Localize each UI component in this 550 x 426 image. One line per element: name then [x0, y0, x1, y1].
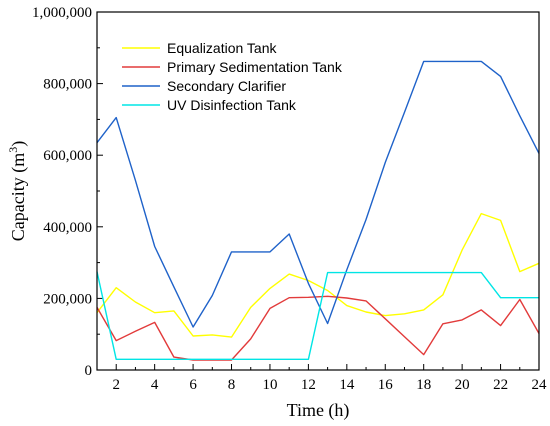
y-tick-label: 600,000 — [43, 148, 92, 164]
x-tick-label: 18 — [416, 377, 431, 393]
y-axis-title-close: ) — [8, 141, 29, 147]
series-layer — [96, 60, 540, 361]
series-line-primary-sedimentation-tank — [96, 295, 540, 361]
x-tick-label: 4 — [151, 377, 159, 393]
y-tick-label: 200,000 — [43, 291, 92, 307]
legend-label-equalization-tank: Equalization Tank — [167, 40, 277, 56]
x-tick-label: 2 — [112, 377, 120, 393]
plot-frame — [96, 11, 540, 371]
x-tick-label: 8 — [228, 377, 236, 393]
x-tick-label: 24 — [532, 377, 548, 393]
x-axis-title: Time (h) — [287, 400, 350, 421]
y-tick-label: 800,000 — [43, 77, 92, 93]
legend: Equalization Tank Primary Sedimentation T… — [122, 40, 343, 113]
y-tick-label: 400,000 — [43, 220, 92, 236]
x-tick-label: 22 — [493, 377, 508, 393]
series-line-secondary-clarifier — [96, 60, 540, 328]
x-tick-label: 6 — [189, 377, 197, 393]
series-line-equalization-tank — [96, 212, 540, 338]
y-tick-label: 0 — [85, 363, 93, 379]
y-axis-title: Capacity (m3) — [6, 141, 29, 241]
legend-label-secondary-clarifier: Secondary Clarifier — [167, 78, 286, 94]
y-axis-title-superscript: 3 — [6, 147, 20, 153]
x-tick-label: 16 — [378, 377, 394, 393]
x-tick-label: 10 — [262, 377, 277, 393]
y-tick-label: 1,000,000 — [32, 5, 92, 21]
series-line-uv-disinfection-tank — [96, 271, 539, 360]
legend-label-uv-disinfection-tank: UV Disinfection Tank — [167, 97, 297, 113]
x-tick-label: 12 — [301, 377, 316, 393]
y-axis-title-main: Capacity (m — [8, 153, 29, 241]
x-tick-label: 20 — [455, 377, 470, 393]
x-tick-label: 14 — [339, 377, 355, 393]
legend-label-primary-sedimentation-tank: Primary Sedimentation Tank — [167, 59, 343, 75]
axes-layer: 2 4 6 8 10 12 14 16 18 20 22 240200,000400,000600,0… — [32, 5, 547, 393]
